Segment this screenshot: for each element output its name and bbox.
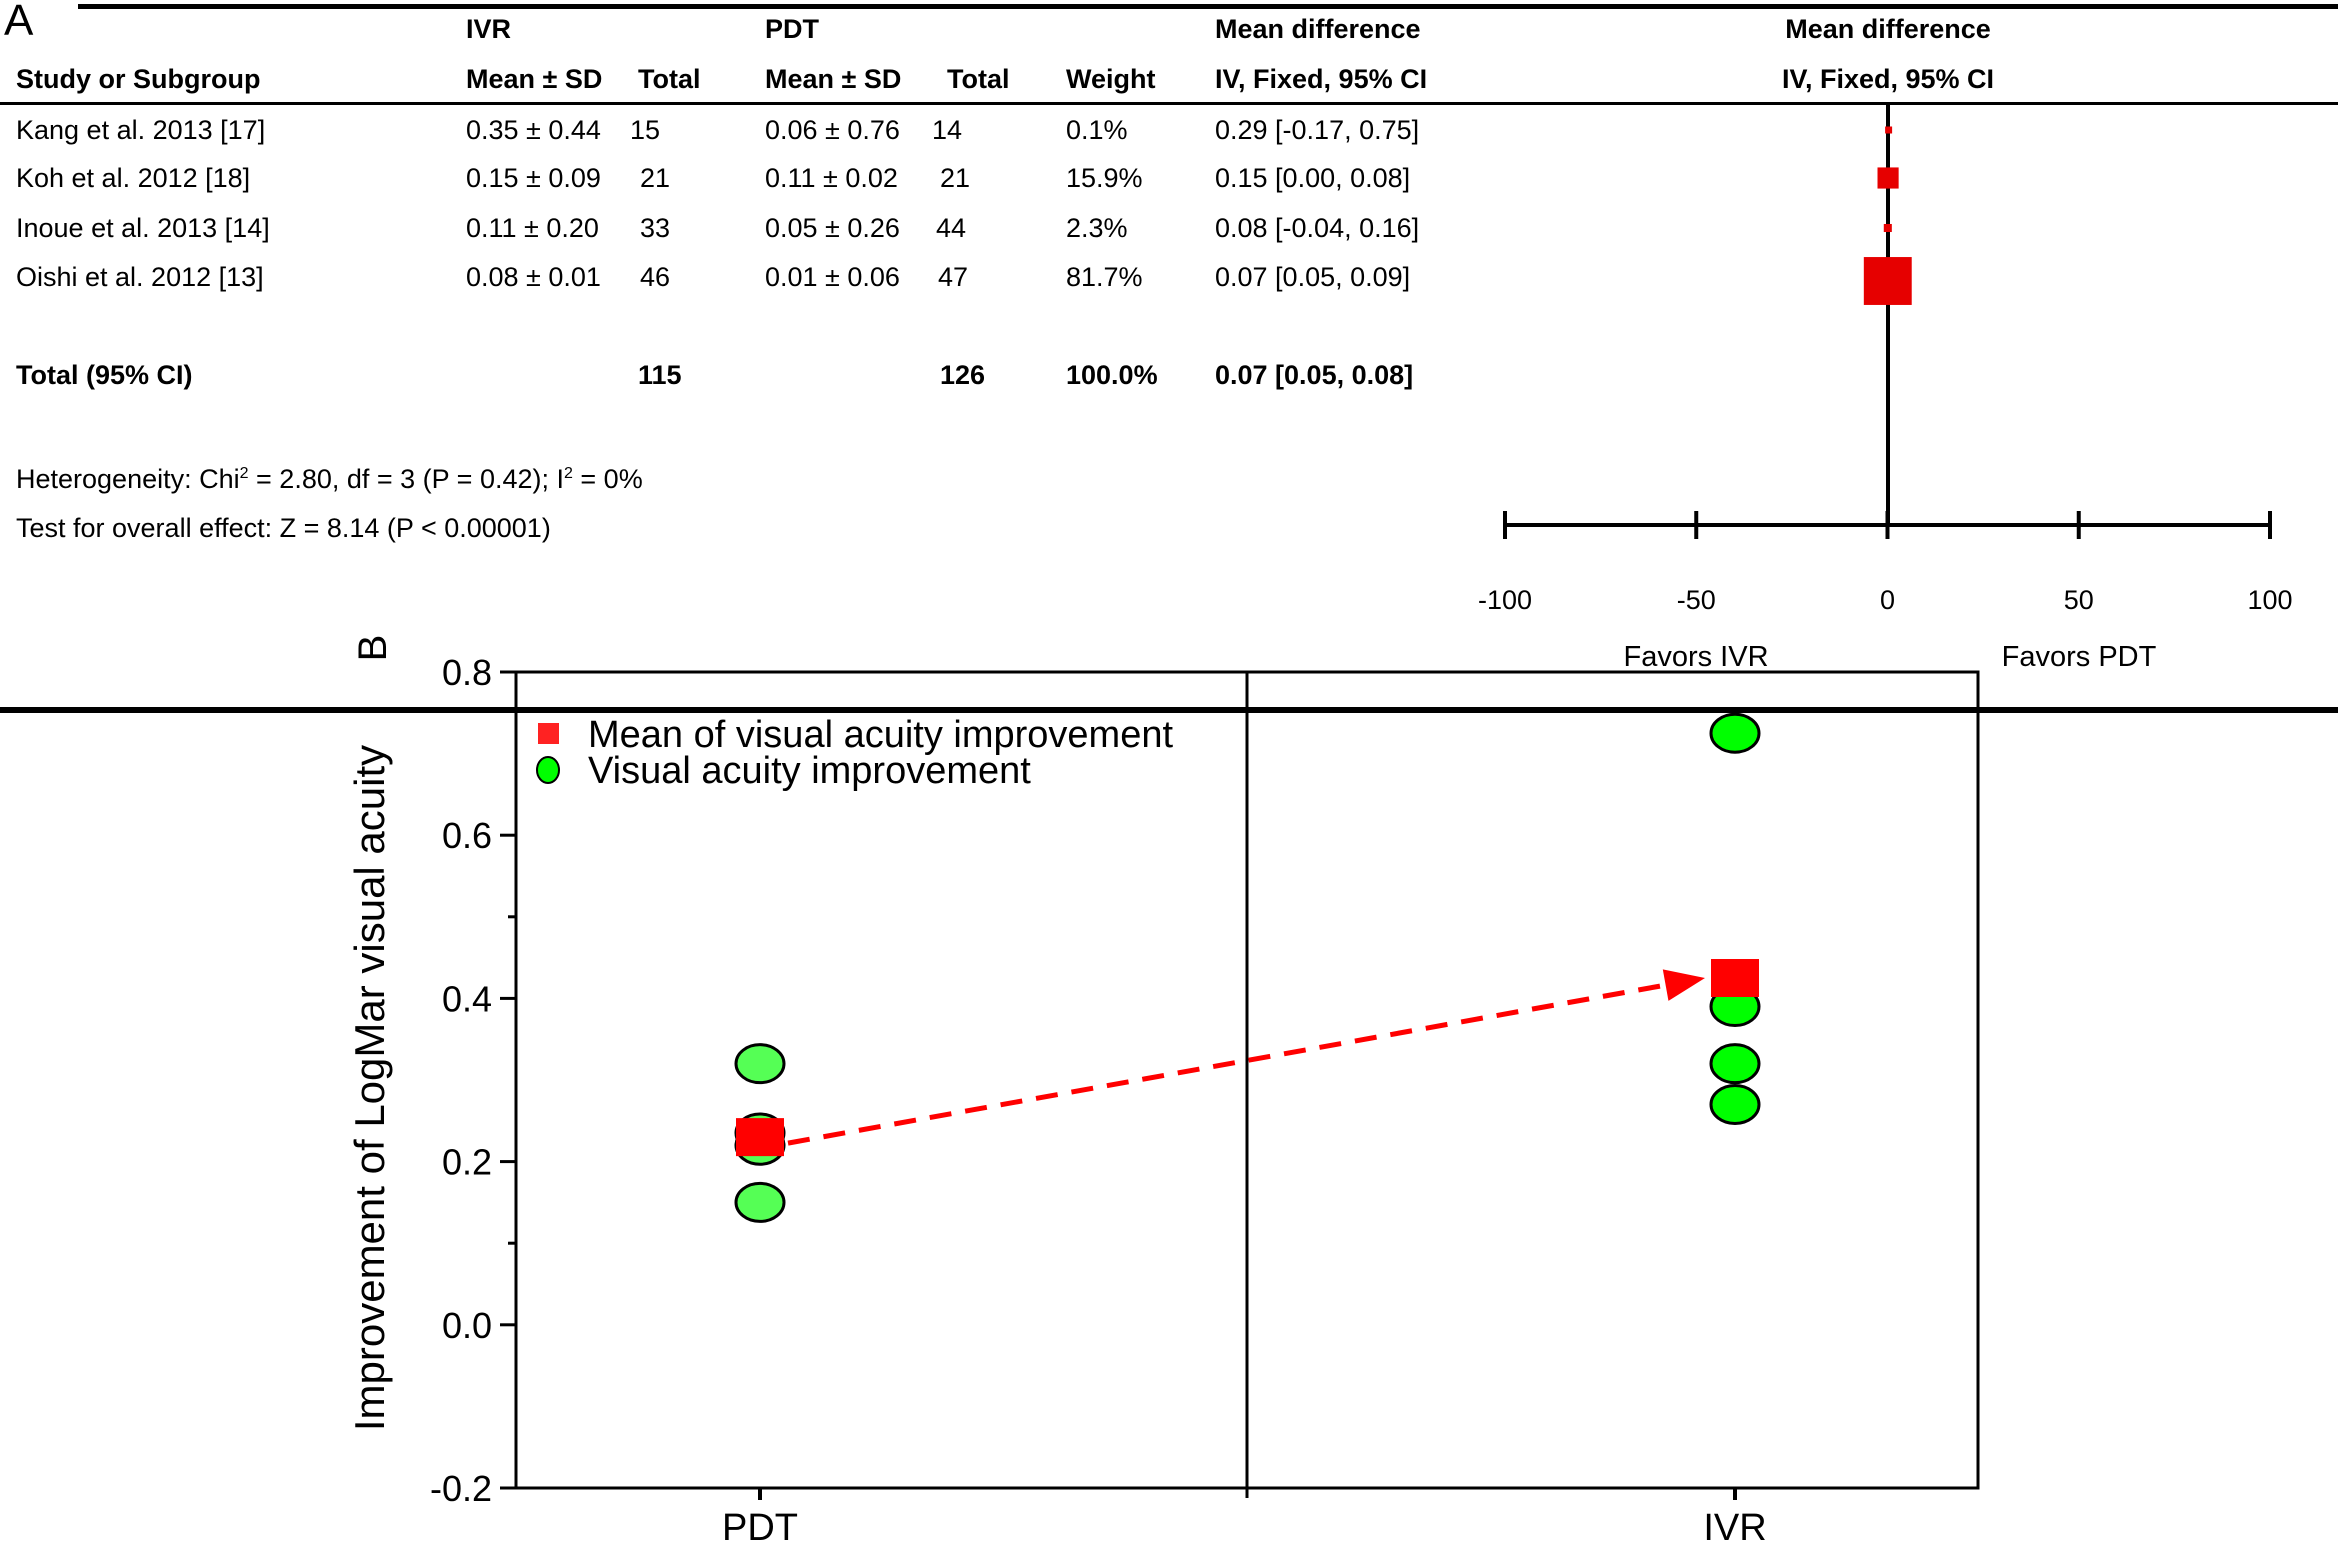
ivr-total: 15 <box>630 115 661 145</box>
header-group-ivr: IVR <box>466 14 512 44</box>
x-tick-label: PDT <box>722 1507 798 1546</box>
total-pdt: 126 <box>940 360 986 390</box>
effect-ci: 0.29 [-0.17, 0.75] <box>1215 115 1420 145</box>
legend: Mean of visual acuity improvement Visual… <box>536 714 1173 792</box>
forest-study-marker <box>1863 257 1912 305</box>
x-tick-label: IVR <box>1703 1507 1766 1546</box>
forest-study-marker <box>1883 223 1892 233</box>
pdt-mean-sd: 0.06 ± 0.76 <box>765 115 900 145</box>
y-tick-label: 0.6 <box>442 815 492 856</box>
data-point <box>734 1043 786 1085</box>
ivr-mean-sd: 0.35 ± 0.44 <box>466 115 601 145</box>
overall-effect-stat: Test for overall effect: Z = 8.14 (P < 0… <box>16 513 551 543</box>
effect-ci: 0.08 [-0.04, 0.16] <box>1215 213 1420 243</box>
heterogeneity-suffix: = 0% <box>572 464 643 494</box>
forest-x-tick-label: -100 <box>1478 585 1532 615</box>
mean-marker <box>736 1118 784 1157</box>
header-rule <box>0 102 2338 105</box>
legend-point-marker <box>536 756 560 784</box>
mean-marker <box>1711 959 1759 997</box>
favors-right-label: Favors PDT <box>2002 641 2157 673</box>
col-weight: Weight <box>1066 64 1156 94</box>
ivr-mean-sd: 0.11 ± 0.20 <box>466 213 599 243</box>
forest-study-marker <box>1877 167 1899 189</box>
col-effect: IV, Fixed, 95% CI <box>1215 64 1428 94</box>
ivr-total: 33 <box>640 213 671 243</box>
favors-left-label: Favors IVR <box>1623 641 1768 673</box>
weight: 0.1% <box>1066 115 1128 145</box>
y-tick-label: 0.2 <box>442 1142 492 1183</box>
panel-a-bottom-rule <box>0 707 2338 713</box>
forest-x-tick-label: 100 <box>2247 585 2292 615</box>
panel-b-label: B <box>351 635 395 662</box>
study-name: Oishi et al. 2012 [13] <box>16 262 264 292</box>
trend-arrow-line <box>787 982 1667 1146</box>
col-pdt-total: Total <box>947 64 1010 94</box>
weight: 81.7% <box>1066 262 1143 292</box>
effect-ci: 0.07 [0.05, 0.09] <box>1215 262 1411 292</box>
study-name: Koh et al. 2012 [18] <box>16 163 251 193</box>
total-label: Total (95% CI) <box>16 360 193 390</box>
header-group-pdt: PDT <box>765 14 819 44</box>
effect-ci: 0.15 [0.00, 0.08] <box>1215 163 1411 193</box>
total-effect: 0.07 [0.05, 0.08] <box>1215 360 1414 390</box>
legend-point-label: Visual acuity improvement <box>588 750 1031 792</box>
pdt-mean-sd: 0.01 ± 0.06 <box>765 262 900 292</box>
heterogeneity-mid: = 2.80, df = 3 (P = 0.42); I <box>248 464 564 494</box>
ivr-total: 46 <box>640 262 671 292</box>
y-axis-title: Improvement of LogMar visual acuity <box>346 745 393 1431</box>
total-weight: 100.0% <box>1066 360 1158 390</box>
col-ivr-mean-sd: Mean ± SD <box>466 64 603 94</box>
pdt-total: 14 <box>932 115 963 145</box>
ivr-mean-sd: 0.15 ± 0.09 <box>466 163 601 193</box>
header-plot-title: Mean difference <box>1785 14 1991 44</box>
y-tick-label: 0.0 <box>442 1305 492 1346</box>
heterogeneity-stat: Heterogeneity: Chi2 = 2.80, df = 3 (P = … <box>16 466 643 493</box>
col-plot: IV, Fixed, 95% CI <box>1781 64 1995 94</box>
data-point <box>1709 712 1761 754</box>
superscript: 2 <box>564 465 573 482</box>
y-tick-label: -0.2 <box>430 1468 492 1509</box>
forest-plot: -100 -50 0 50 100 Favors IVR Favors PDT <box>1478 104 2293 673</box>
study-name: Inoue et al. 2013 [14] <box>16 213 270 243</box>
heterogeneity-prefix: Heterogeneity: Chi <box>16 464 240 494</box>
superscript: 2 <box>239 465 249 482</box>
pdt-mean-sd: 0.05 ± 0.26 <box>765 213 900 243</box>
forest-x-tick-label: 0 <box>1880 585 1895 615</box>
header-effect-title: Mean difference <box>1215 14 1421 44</box>
pdt-total: 47 <box>938 262 969 292</box>
forest-x-tick-label: 50 <box>2064 585 2094 615</box>
col-ivr-total: Total <box>638 64 701 94</box>
y-tick-label: 0.4 <box>442 978 492 1019</box>
col-pdt-mean-sd: Mean ± SD <box>765 64 902 94</box>
panel-a-label: A <box>4 0 34 45</box>
legend-mean-marker <box>538 723 559 744</box>
pdt-total: 44 <box>936 213 967 243</box>
data-point <box>1709 1083 1761 1125</box>
legend-mean-label: Mean of visual acuity improvement <box>588 714 1173 756</box>
weight: 15.9% <box>1066 163 1143 193</box>
weight: 2.3% <box>1066 213 1128 243</box>
ivr-mean-sd: 0.08 ± 0.01 <box>466 262 601 292</box>
forest-study-marker <box>1885 126 1893 134</box>
col-study: Study or Subgroup <box>16 64 261 94</box>
data-point <box>1709 1043 1761 1085</box>
forest-x-tick-label: -50 <box>1677 585 1716 615</box>
study-name: Kang et al. 2013 [17] <box>16 115 266 145</box>
ivr-total: 21 <box>640 163 671 193</box>
pdt-total: 21 <box>940 163 971 193</box>
pdt-mean-sd: 0.11 ± 0.02 <box>765 163 898 193</box>
total-ivr: 115 <box>638 360 682 390</box>
data-point <box>734 1181 786 1223</box>
table-top-rule <box>78 4 2338 9</box>
trend-arrow-head <box>1662 969 1705 1001</box>
y-tick-label: 0.8 <box>442 652 492 693</box>
